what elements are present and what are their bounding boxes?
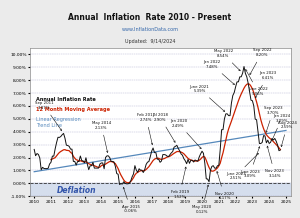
Text: Nov 2023
3.14%: Nov 2023 3.14%: [265, 146, 284, 178]
Text: Annual  Inflation  Rate 2010 - Present: Annual Inflation Rate 2010 - Present: [68, 13, 232, 22]
Text: Sep 2022
8.20%: Sep 2022 8.20%: [250, 48, 272, 75]
Text: May 2020
0.12%: May 2020 0.12%: [193, 185, 212, 214]
Text: Updated:  9/14/2024: Updated: 9/14/2024: [125, 39, 175, 44]
Text: Linear Regression: Linear Regression: [36, 117, 81, 122]
Text: June 2023
2.51%: June 2023 2.51%: [226, 153, 258, 180]
Text: Feb 2017
2.74%: Feb 2017 2.74%: [137, 113, 155, 145]
Text: Apr 2015
-0.06%: Apr 2015 -0.06%: [122, 187, 140, 213]
Text: www.InflationData.com: www.InflationData.com: [122, 27, 178, 32]
Text: Sep 2011
3.87%: Sep 2011 3.87%: [35, 101, 62, 131]
Text: May 2022
8.54%: May 2022 8.54%: [214, 49, 240, 71]
Text: Aug 2024
2.59%: Aug 2024 2.59%: [278, 121, 297, 147]
Text: Annual Inflation Rate: Annual Inflation Rate: [36, 97, 96, 102]
Text: June 2022
9.06%: June 2022 9.06%: [246, 70, 268, 96]
Text: Nov 2020
1.17%: Nov 2020 1.17%: [215, 172, 234, 200]
Text: Jan 2024
3.09%: Jan 2024 3.09%: [272, 114, 290, 140]
Text: June 2023
3.09%: June 2023 3.09%: [240, 147, 260, 178]
Text: Trend Line: Trend Line: [36, 123, 62, 128]
Text: May 2014
2.13%: May 2014 2.13%: [92, 121, 111, 153]
Text: 12 Month Moving Average: 12 Month Moving Average: [36, 107, 110, 112]
Text: Jan 2023
6.41%: Jan 2023 6.41%: [255, 71, 276, 98]
Text: June 2021
5.39%: June 2021 5.39%: [190, 85, 225, 112]
Text: Jan 2020
2.49%: Jan 2020 2.49%: [170, 119, 201, 149]
Text: Sep 2023
3.70%: Sep 2023 3.70%: [264, 106, 283, 132]
Text: Deflation: Deflation: [56, 186, 96, 195]
Bar: [30, 183, 291, 196]
Text: Jan 2022
7.48%: Jan 2022 7.48%: [203, 60, 235, 85]
Text: Jul 2018
2.90%: Jul 2018 2.90%: [152, 113, 175, 142]
Text: Feb 2019
1.52%: Feb 2019 1.52%: [171, 167, 189, 199]
